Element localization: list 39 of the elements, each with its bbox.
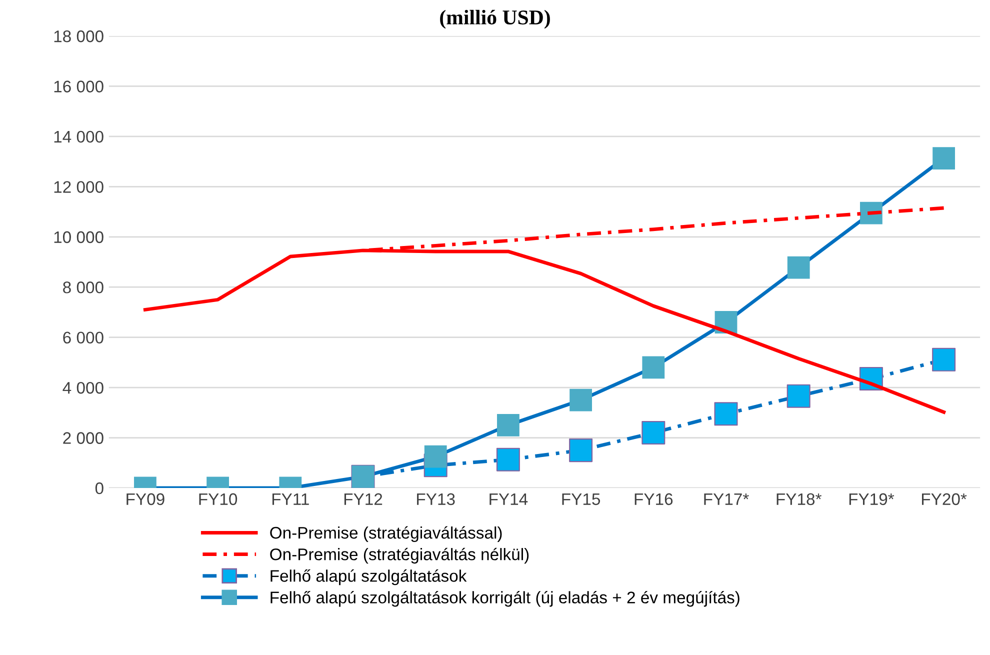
point — [714, 402, 738, 426]
y-tick-label: 18 000 — [54, 30, 104, 42]
legend-label: Felhő alapú szolgáltatások korrigált (új eladás + 2 év megújítás) — [270, 590, 740, 607]
x-tick-label: FY18* — [776, 493, 822, 506]
x-tick-label: FY19* — [849, 493, 894, 506]
y-tick-label: 0 — [95, 482, 104, 494]
point — [570, 388, 592, 412]
point — [787, 256, 810, 279]
point — [497, 414, 520, 436]
x-tick-label: FY16 — [634, 493, 673, 506]
y-tick-label: 8 000 — [63, 282, 104, 294]
point — [786, 384, 810, 408]
x-tick-label: FY14 — [490, 493, 528, 505]
y-tick-label: 14 000 — [54, 130, 104, 143]
y-tick-label: 6 000 — [63, 332, 104, 344]
y-tick-label: 16 000 — [54, 80, 104, 92]
x-tick-label: FY10 — [199, 493, 238, 506]
y-tick-label: 12 000 — [54, 181, 104, 193]
point — [932, 147, 955, 170]
x-tick-label: FY20* — [922, 493, 967, 506]
x-tick-label: FY09 — [126, 493, 164, 506]
point — [424, 445, 447, 468]
y-tick-label: 4 000 — [62, 382, 104, 394]
x-tick-label: FY12 — [344, 493, 382, 505]
x-tick-label: FY13 — [417, 493, 455, 506]
y-tick-label: 10 000 — [54, 231, 104, 244]
x-tick-label: FY17* — [704, 493, 749, 505]
legend-label: On-Premise (stratégiaváltással) — [270, 526, 502, 542]
point — [496, 448, 520, 472]
point — [932, 348, 956, 372]
legend-label: Felhő alapú szolgáltatások — [270, 569, 467, 586]
chart-title: (millió USD) — [440, 10, 550, 29]
x-tick-label: FY15 — [562, 493, 600, 506]
legend-label: On-Premise (stratégiaváltás nélkül) — [270, 548, 529, 564]
point — [569, 438, 593, 462]
point — [642, 356, 665, 379]
point — [642, 420, 666, 444]
x-tick-label: FY11 — [272, 493, 309, 505]
y-tick-label: 2 000 — [63, 432, 104, 444]
